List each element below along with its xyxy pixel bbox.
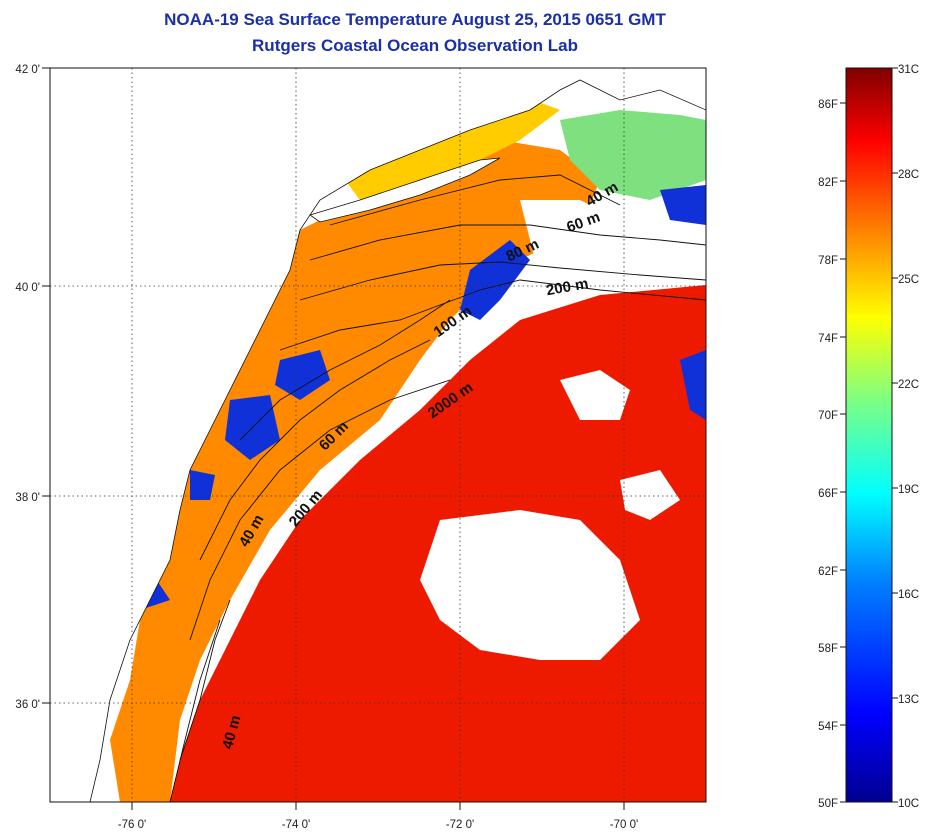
cloud-mask bbox=[620, 470, 680, 520]
lon-tick-label: -76 0' bbox=[118, 819, 146, 831]
colorbar-fahrenheit-label: 86F bbox=[818, 99, 838, 111]
lat-tick-label: 38 0' bbox=[15, 492, 40, 504]
colorbar-fahrenheit-label: 70F bbox=[818, 410, 838, 422]
bathymetry-contours bbox=[169, 174, 706, 802]
cold-patch bbox=[460, 240, 530, 320]
colorbar-fahrenheit-label: 62F bbox=[818, 566, 838, 578]
colorbar-fahrenheit-label: 50F bbox=[818, 798, 838, 810]
cloud-mask bbox=[560, 370, 630, 420]
colorbar-fahrenheit-label: 78F bbox=[818, 255, 838, 267]
colorbar-celsius-label: 28C bbox=[898, 169, 919, 181]
colorbar-celsius-label: 22C bbox=[898, 379, 919, 391]
cloud-mask bbox=[420, 510, 640, 660]
lon-tick-label: -74 0' bbox=[282, 819, 310, 831]
colorbar-celsius-label: 13C bbox=[898, 694, 919, 706]
colorbar-celsius-label: 31C bbox=[898, 64, 919, 76]
cold-patch bbox=[680, 350, 706, 420]
lat-tick-label: 36 0' bbox=[15, 699, 40, 711]
map-subtitle: Rutgers Coastal Ocean Observation Lab bbox=[252, 36, 578, 55]
lon-tick-label: -72 0' bbox=[446, 819, 474, 831]
axis-ticks bbox=[42, 67, 625, 810]
colorbar-fahrenheit-label: 54F bbox=[818, 721, 838, 733]
graticule bbox=[50, 68, 706, 802]
lat-tick-label: 42 0' bbox=[15, 64, 40, 76]
colorbar-celsius-label: 25C bbox=[898, 274, 919, 286]
cool-water-region bbox=[330, 95, 560, 200]
colorbar-celsius-label: 16C bbox=[898, 589, 919, 601]
colorbar bbox=[845, 67, 893, 803]
colorbar-fahrenheit-label: 82F bbox=[818, 177, 838, 189]
colorbar-celsius-label: 19C bbox=[898, 484, 919, 496]
map-title: NOAA-19 Sea Surface Temperature August 2… bbox=[164, 10, 666, 29]
long-island bbox=[309, 157, 501, 223]
cold-patch bbox=[275, 350, 330, 400]
lon-tick-label: -70 0' bbox=[610, 819, 638, 831]
gulf-of-maine-water bbox=[560, 110, 706, 200]
colorbar-fahrenheit-label: 58F bbox=[818, 643, 838, 655]
cold-patch bbox=[190, 470, 215, 500]
colorbar-ticks bbox=[840, 67, 898, 803]
cloud-mask bbox=[520, 200, 706, 285]
colorbar-fahrenheit-label: 66F bbox=[818, 488, 838, 500]
lat-tick-label: 40 0' bbox=[15, 282, 40, 294]
land-mass bbox=[50, 68, 706, 802]
colorbar-fahrenheit-label: 74F bbox=[818, 333, 838, 345]
colorbar-celsius-label: 10C bbox=[898, 798, 919, 810]
plot-frame bbox=[49, 67, 707, 803]
sst-field bbox=[50, 68, 706, 802]
cold-patch bbox=[660, 185, 706, 225]
